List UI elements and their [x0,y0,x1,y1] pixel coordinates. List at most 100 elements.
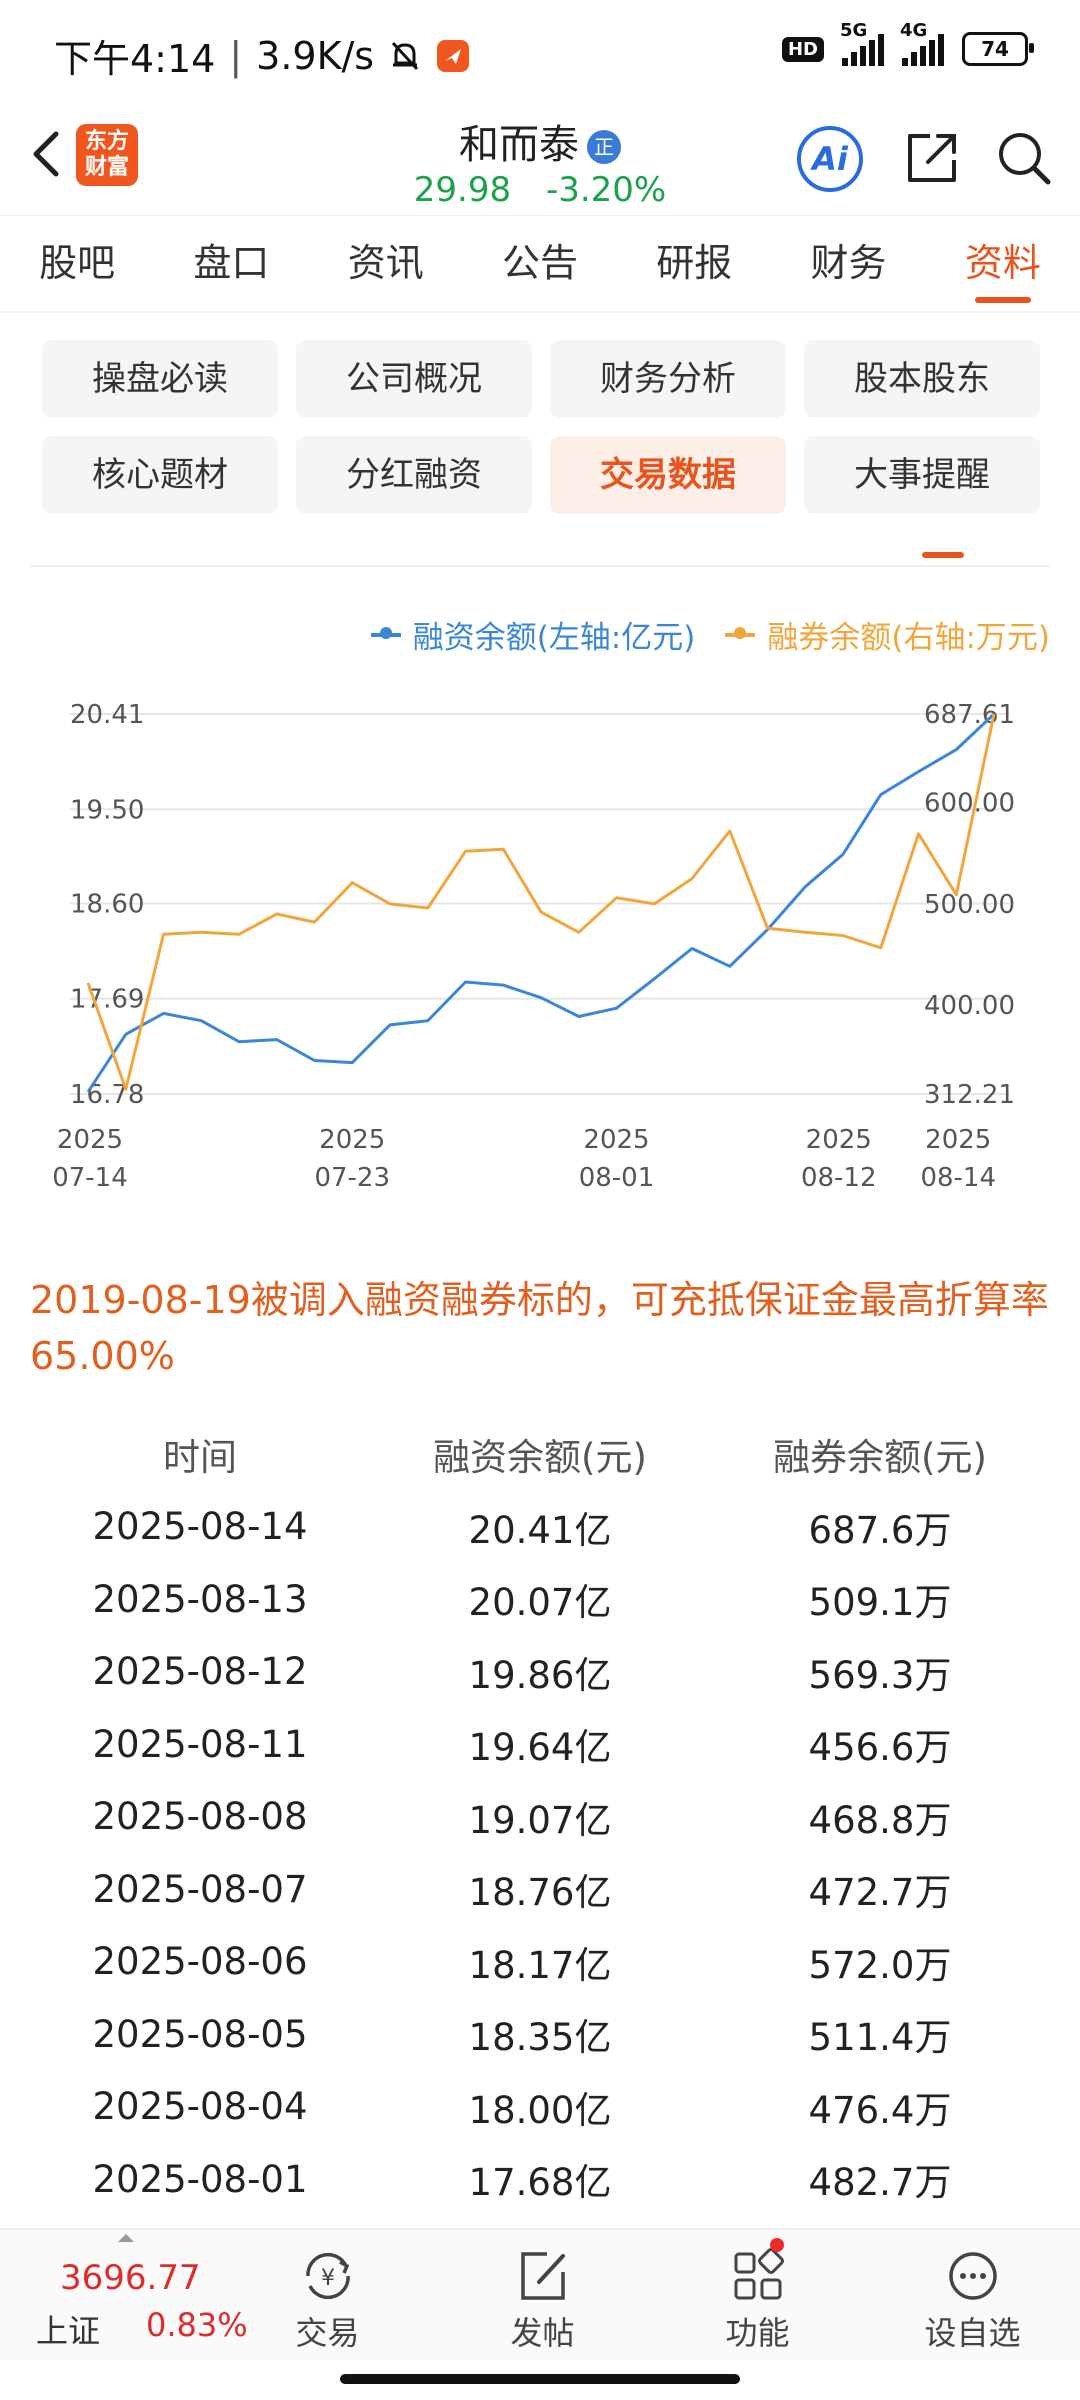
subtab-shareholders[interactable]: 股本股东 [804,340,1040,418]
legend-item-short-balance[interactable]: 融券余额(右轴:万元) [725,612,1050,657]
tab-news[interactable]: 资讯 [347,241,424,285]
left-tick-label: 16.78 [70,1080,144,1110]
nav-post-label: 发帖 [510,2314,575,2352]
subtab-company-overview[interactable]: 公司概况 [296,340,532,418]
status-net-speed: 3.9K/s [256,33,375,78]
index-value: 3696.77 [60,2258,201,2298]
status-time: 下午4:14 [54,37,216,81]
cell-date: 2025-08-08 [92,1795,308,1839]
hd-badge: HD [781,36,824,62]
right-tick-label: 500.00 [924,890,1015,920]
zheng-badge-icon: 正 [587,130,621,164]
tab-research[interactable]: 研报 [656,241,733,285]
cell-date: 2025-08-07 [92,1867,308,1911]
table-row[interactable]: 2025-08-04 18.00亿 476.4万 [0,2071,1080,2144]
sub-tab-grid: 操盘必读 公司概况 财务分析 股本股东 核心题材 分红融资 交易数据 大事提醒 [42,340,1040,514]
subtab-trading-data[interactable]: 交易数据 [550,436,786,514]
table-row[interactable]: 2025-08-05 18.35亿 511.4万 [0,1998,1080,2071]
subtab-events[interactable]: 大事提醒 [804,436,1040,514]
chart-legend: 融资余额(左轴:亿元) 融券余额(右轴:万元) [370,612,1050,657]
cell-short-balance: 468.8万 [808,1798,952,1842]
right-tick-label: 687.61 [924,700,1015,730]
main-tabs: 股吧 盘口 资讯 公告 研报 财务 资料 [0,215,1080,313]
tab-announcements[interactable]: 公告 [501,241,578,285]
tab-pankou[interactable]: 盘口 [193,241,270,285]
stock-change: -3.20% [545,170,667,210]
header-margin-balance: 融资余额(元) [433,1436,647,1480]
app-logo[interactable]: 东方财富 [76,124,138,186]
header-date: 时间 [163,1436,237,1480]
bottom-bar: 3696.77 上证 0.83% ¥ 交易 发帖 功能 [0,2228,1080,2360]
cell-margin-balance: 18.17亿 [468,1943,612,1987]
series-line-margin-balance [86,712,996,1093]
cell-short-balance: 476.4万 [808,2088,952,2132]
table-row[interactable]: 2025-08-07 18.76亿 472.7万 [0,1853,1080,1926]
series-line-short-balance [86,713,996,1091]
svg-text:¥: ¥ [321,2266,335,2291]
margin-chart[interactable]: 20.41 19.50 18.60 17.69 16.78 687.61 600.00 500… [0,680,1080,1220]
cell-margin-balance: 19.86亿 [468,1653,612,1697]
bell-muted-icon [392,41,419,70]
status-bar: 下午4:14 | 3.9K/s HD 5G 4G 74 [0,0,1080,100]
subtab-dividends[interactable]: 分红融资 [296,436,532,514]
cell-margin-balance: 18.76亿 [468,1871,612,1915]
cell-date: 2025-08-05 [92,2012,308,2056]
nav-watchlist-label: 设自选 [924,2314,1021,2352]
search-icon[interactable] [992,126,1056,190]
table-row[interactable]: 2025-08-14 20.41亿 687.6万 [0,1491,1080,1564]
nav-post[interactable]: 发帖 [435,2230,650,2360]
cell-date: 2025-08-11 [92,1722,308,1766]
more-icon [948,2252,997,2300]
caret-up-icon [118,2234,134,2242]
grid-icon [734,2248,784,2300]
legend-label: 融资余额(左轴:亿元) [412,620,696,656]
share-icon[interactable] [900,126,964,190]
tab-profile[interactable]: 资料 [926,215,1080,311]
ai-assistant-icon[interactable]: Ai [797,126,863,192]
subtab-core-themes[interactable]: 核心题材 [42,436,278,514]
x-tick-date: 08-12 [801,1163,877,1193]
table-row[interactable]: 2025-08-11 19.64亿 456.6万 [0,1708,1080,1781]
signal-4g-icon: 4G [900,20,944,66]
notification-dot [770,2238,784,2252]
table-row[interactable]: 2025-08-12 19.86亿 569.3万 [0,1636,1080,1709]
x-tick-year: 2025 [925,1125,991,1155]
cell-margin-balance: 18.35亿 [468,2016,612,2060]
subtab-financial-analysis[interactable]: 财务分析 [550,340,786,418]
header-short-balance: 融券余额(元) [773,1436,987,1480]
cell-date: 2025-08-13 [92,1577,308,1621]
left-tick-label: 17.69 [70,985,144,1015]
stock-title[interactable]: 和而泰正 [0,112,1080,170]
back-icon[interactable] [22,124,72,184]
nav-watchlist[interactable]: 设自选 [865,2230,1080,2360]
index-ticker[interactable]: 3696.77 上证 0.83% [0,2230,248,2360]
x-tick-date: 07-23 [314,1163,390,1193]
battery-icon: 74 [962,32,1034,66]
x-tick-date: 07-14 [52,1163,128,1193]
cell-short-balance: 569.3万 [808,1653,952,1697]
tab-guba[interactable]: 股吧 [39,241,116,285]
cell-short-balance: 687.6万 [808,1508,952,1552]
table-row[interactable]: 2025-08-13 20.07亿 509.1万 [0,1563,1080,1636]
nav-trade[interactable]: ¥ 交易 [220,2230,435,2360]
legend-item-margin-balance[interactable]: 融资余额(左轴:亿元) [370,612,696,657]
legend-marker-orange [725,626,756,639]
table-row[interactable]: 2025-08-06 18.17亿 572.0万 [0,1926,1080,1999]
right-tick-label: 400.00 [924,991,1015,1021]
x-tick-year: 2025 [583,1125,649,1155]
left-tick-label: 20.41 [70,700,144,730]
cell-short-balance: 572.0万 [808,1943,952,1987]
table-row[interactable]: 2025-08-08 19.07亿 468.8万 [0,1781,1080,1854]
table-row[interactable]: 2025-08-01 17.68亿 482.7万 [0,2143,1080,2216]
left-tick-label: 19.50 [70,795,144,825]
index-name: 上证 [36,2312,101,2350]
cell-date: 2025-08-06 [92,1940,308,1984]
x-tick-year: 2025 [319,1125,385,1155]
stock-name: 和而泰 [459,122,579,168]
cell-short-balance: 509.1万 [808,1581,952,1625]
divider [30,565,1050,567]
nav-functions[interactable]: 功能 [650,2230,865,2360]
cell-margin-balance: 18.00亿 [468,2088,612,2132]
tab-finance[interactable]: 财务 [810,241,887,285]
subtab-trading-guide[interactable]: 操盘必读 [42,340,278,418]
